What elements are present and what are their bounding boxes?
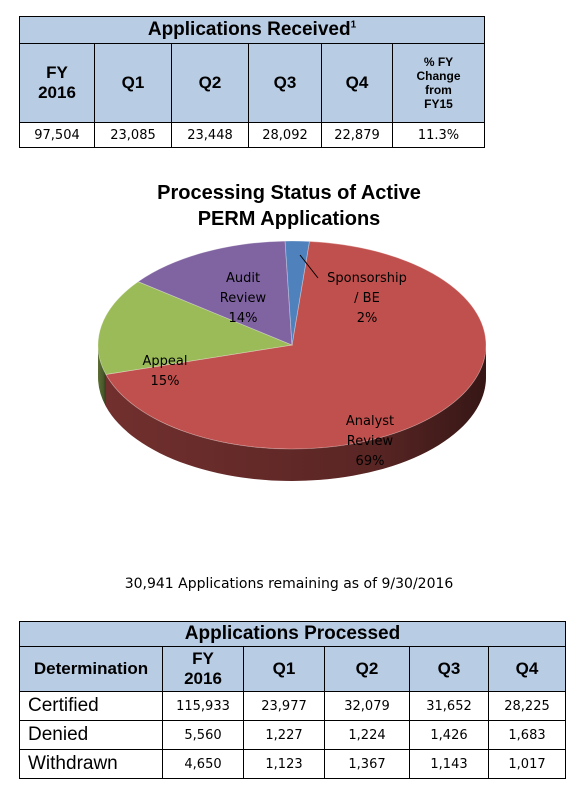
pie-slice-audit-review [137, 240, 293, 346]
table-row: Denied 5,560 1,227 1,224 1,426 1,683 [19, 720, 566, 750]
pie-label-3: Sponsorship / BE 2% [327, 271, 407, 326]
header-fy-line2: 2016 [38, 83, 76, 102]
header-processed-q3: Q3 [409, 646, 489, 692]
certified-q4: 28,225 [488, 691, 566, 721]
header-change-line3: from [425, 83, 452, 97]
pie-sides [98, 345, 486, 481]
received-fy2016-value: 97,504 [19, 122, 95, 148]
received-q2-value: 23,448 [171, 122, 249, 148]
row-label-denied: Denied [19, 720, 163, 750]
header-change-line4: FY15 [424, 97, 453, 111]
applications-received-table: Applications Received1 FY 2016 Q1 Q2 Q3 … [19, 16, 485, 148]
certified-q2: 32,079 [324, 691, 410, 721]
chart-title-line2: PERM Applications [197, 208, 381, 230]
received-q4-value: 22,879 [321, 122, 393, 148]
header-fy2016: FY 2016 [19, 43, 95, 123]
pie-slice-analyst-review [105, 241, 487, 450]
table-row: Certified 115,933 23,977 32,079 31,652 2… [19, 691, 566, 721]
header-change-line2: Change [416, 69, 461, 83]
withdrawn-fy2016: 4,650 [162, 749, 244, 779]
pie-top [97, 240, 487, 450]
header-q1: Q1 [94, 43, 172, 123]
header-processed-q1: Q1 [243, 646, 325, 692]
certified-q1: 23,977 [243, 691, 325, 721]
header-q3: Q3 [248, 43, 322, 123]
pie-slice-sponsorship-be [284, 240, 310, 346]
header-fy-line1: FY [46, 63, 68, 82]
row-label-withdrawn: Withdrawn [19, 749, 163, 779]
withdrawn-q3: 1,143 [409, 749, 489, 779]
remaining-note: 30,941 Applications remaining as of 9/30… [124, 576, 454, 592]
processed-fy-line2: 2016 [184, 669, 222, 688]
received-table-title: Applications Received1 [19, 16, 485, 44]
applications-processed-table: Applications Processed Determination FY … [19, 621, 566, 779]
received-q3-value: 28,092 [248, 122, 322, 148]
pie-chart: Analyst Review 69% Appeal 15% Audit Review 14% S… [97, 240, 487, 481]
pie-label-0: Analyst Review 69% [346, 414, 394, 469]
header-processed-fy2016: FY 2016 [162, 646, 244, 692]
header-change-line1: % FY [423, 55, 454, 69]
chart-title-line1: Processing Status of Active [157, 182, 421, 204]
pie-slice-appeal [97, 281, 294, 375]
header-processed-q2: Q2 [324, 646, 410, 692]
pie-side-shade-0 [105, 345, 486, 481]
pie-label-1: Appeal 15% [143, 354, 188, 389]
row-label-certified: Certified [19, 691, 163, 721]
processed-table-title: Applications Processed [19, 621, 566, 647]
denied-fy2016: 5,560 [162, 720, 244, 750]
pie-label-2: Audit Review 14% [220, 271, 267, 326]
header-determination: Determination [19, 646, 163, 692]
received-title-text: Applications Received [147, 19, 351, 40]
table-row: Withdrawn 4,650 1,123 1,367 1,143 1,017 [19, 749, 566, 779]
header-fy-change: % FY Change from FY15 [392, 43, 485, 123]
denied-q3: 1,426 [409, 720, 489, 750]
denied-q4: 1,683 [488, 720, 566, 750]
received-q1-value: 23,085 [94, 122, 172, 148]
pie-leader-line [299, 254, 319, 279]
header-q4: Q4 [321, 43, 393, 123]
denied-q2: 1,224 [324, 720, 410, 750]
pie-side-shade-1 [98, 345, 106, 407]
header-processed-q4: Q4 [488, 646, 566, 692]
pie-labels: Analyst Review 69% Appeal 15% Audit Review 14% S… [143, 254, 407, 469]
footnote-marker: 1 [350, 19, 357, 31]
processed-fy-line1: FY [192, 649, 214, 668]
certified-fy2016: 115,933 [162, 691, 244, 721]
certified-q3: 31,652 [409, 691, 489, 721]
header-q2: Q2 [171, 43, 249, 123]
withdrawn-q4: 1,017 [488, 749, 566, 779]
received-change-value: 11.3% [392, 122, 485, 148]
denied-q1: 1,227 [243, 720, 325, 750]
withdrawn-q2: 1,367 [324, 749, 410, 779]
chart-title: Processing Status of Active PERM Applica… [0, 180, 578, 232]
withdrawn-q1: 1,123 [243, 749, 325, 779]
